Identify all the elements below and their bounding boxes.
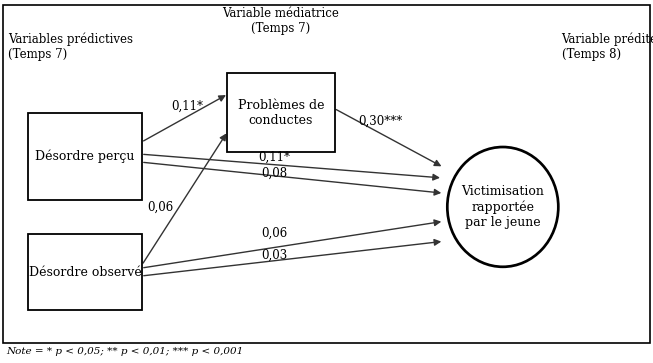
Text: Variables prédictives
(Temps 7): Variables prédictives (Temps 7) [8, 33, 133, 61]
Text: Victimisation
rapportée
par le jeune: Victimisation rapportée par le jeune [462, 185, 544, 229]
Text: 0,06: 0,06 [261, 227, 287, 240]
Ellipse shape [447, 147, 558, 267]
Text: Variable médiatrice
(Temps 7): Variable médiatrice (Temps 7) [223, 7, 339, 35]
FancyBboxPatch shape [28, 113, 142, 200]
Text: 0,30***: 0,30*** [358, 115, 402, 128]
Text: Variable prédite
(Temps 8): Variable prédite (Temps 8) [562, 33, 653, 61]
Text: Problèmes de
conductes: Problèmes de conductes [238, 98, 324, 127]
Text: 0,06: 0,06 [148, 200, 174, 213]
Text: 0,11*: 0,11* [171, 99, 203, 113]
Text: Désordre observé: Désordre observé [29, 266, 141, 279]
Text: Désordre perçu: Désordre perçu [35, 149, 135, 163]
FancyBboxPatch shape [28, 234, 142, 310]
Text: 0,08: 0,08 [261, 167, 287, 180]
Text: 0,03: 0,03 [261, 248, 287, 261]
Text: 0,11*: 0,11* [258, 151, 291, 164]
FancyBboxPatch shape [227, 73, 334, 152]
Text: Note = * p < 0,05; ** p < 0,01; *** p < 0,001: Note = * p < 0,05; ** p < 0,01; *** p < … [7, 347, 244, 356]
